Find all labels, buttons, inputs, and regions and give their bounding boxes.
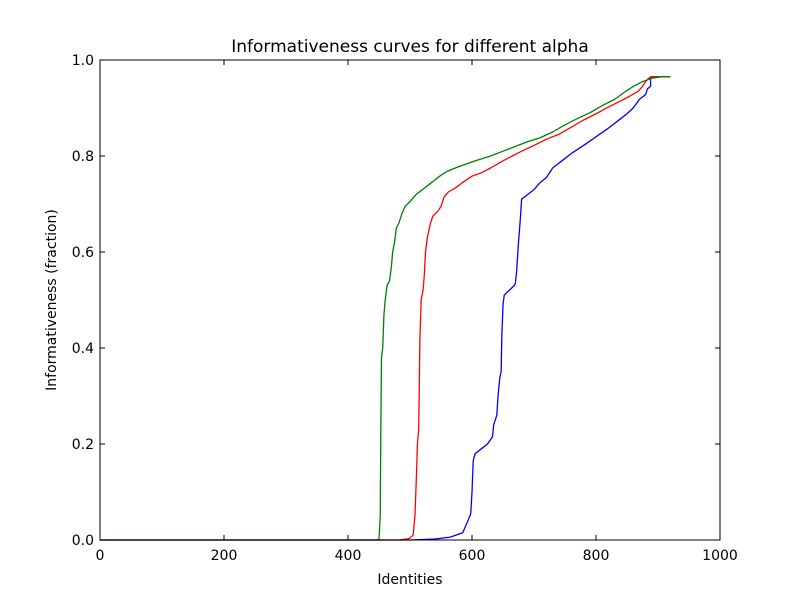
x-tick-label: 1000 [702, 548, 738, 564]
x-tick-label: 0 [96, 548, 105, 564]
y-tick-label: 0.0 [72, 533, 94, 549]
y-tick-label: 0.4 [72, 341, 94, 357]
series-line-1 [100, 76, 671, 541]
x-tick-label: 600 [459, 548, 486, 564]
series-line-3 [100, 76, 671, 541]
y-tick-label: 0.8 [72, 149, 94, 165]
series-line-2 [100, 76, 671, 541]
x-axis-title: Identities [377, 572, 442, 588]
y-axis-title: Informativeness (fraction) [44, 209, 60, 391]
chart-title: Informativeness curves for different alp… [231, 37, 589, 57]
y-tick-label: 1.0 [72, 53, 94, 69]
y-tick-label: 0.2 [72, 437, 94, 453]
plot-frame [99, 59, 721, 541]
x-tick-label: 200 [211, 548, 238, 564]
x-tick-label: 800 [583, 548, 610, 564]
plot-area: 0 200 400 600 800 1000 0.0 0.2 0.4 0.6 0.8 1.0 [72, 53, 738, 564]
y-tick-label: 0.6 [72, 245, 94, 261]
x-tick-label: 400 [335, 548, 362, 564]
